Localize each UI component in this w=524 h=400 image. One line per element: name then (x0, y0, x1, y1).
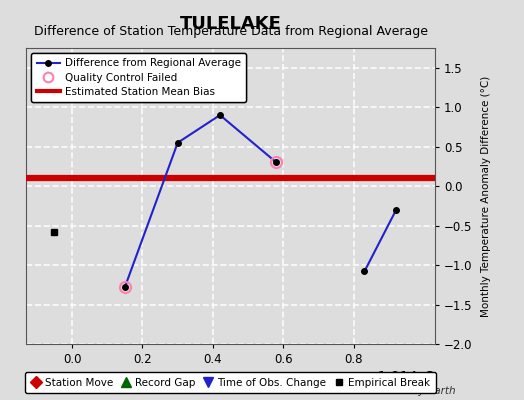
Title: TULELAKE: TULELAKE (180, 14, 281, 32)
Y-axis label: Monthly Temperature Anomaly Difference (°C): Monthly Temperature Anomaly Difference (… (481, 75, 491, 317)
Legend: Station Move, Record Gap, Time of Obs. Change, Empirical Break: Station Move, Record Gap, Time of Obs. C… (25, 372, 436, 393)
Text: Berkeley Earth: Berkeley Earth (379, 386, 456, 396)
Text: Difference of Station Temperature Data from Regional Average: Difference of Station Temperature Data f… (34, 25, 428, 38)
Legend: Difference from Regional Average, Quality Control Failed, Estimated Station Mean: Difference from Regional Average, Qualit… (31, 53, 246, 102)
